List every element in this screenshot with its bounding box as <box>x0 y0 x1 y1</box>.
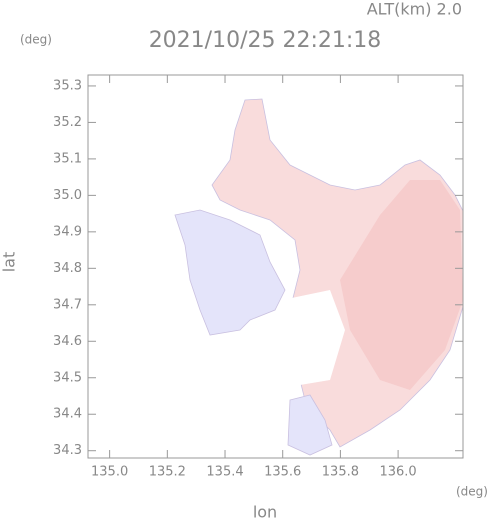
negative-velocity-region <box>174 209 286 336</box>
x-tick-label: 135.6 <box>264 465 301 480</box>
y-tick-label: 34.4 <box>53 407 82 422</box>
y-unit: (deg) <box>20 33 52 47</box>
x-unit: (deg) <box>456 485 488 499</box>
chart-title: 2021/10/25 22:21:18 <box>149 28 382 53</box>
y-tick-label: 34.8 <box>53 261 82 276</box>
near-zero-region <box>282 290 345 385</box>
altitude-label: ALT(km) 2.0 <box>367 0 462 19</box>
x-tick-label: 135.2 <box>149 465 186 480</box>
x-tick-label: 135.4 <box>206 465 243 480</box>
y-tick-label: 34.3 <box>53 443 82 458</box>
y-tick-label: 34.9 <box>53 224 82 239</box>
x-tick-label: 135.0 <box>91 465 128 480</box>
y-tick-label: 35.0 <box>53 188 82 203</box>
y-tick-label: 35.2 <box>53 115 82 130</box>
radar-field <box>174 98 463 456</box>
x-tick-label: 135.8 <box>322 465 359 480</box>
x-axis-label: lon <box>253 503 277 521</box>
negative-velocity-region <box>287 394 333 456</box>
x-tick-label: 136.0 <box>379 465 416 480</box>
plot-frame <box>87 74 464 459</box>
y-tick-label: 35.3 <box>53 78 82 93</box>
strong-positive-region <box>340 180 463 390</box>
y-tick-label: 35.1 <box>53 151 82 166</box>
y-tick-label: 34.6 <box>53 334 82 349</box>
y-tick-label: 34.7 <box>53 297 82 312</box>
y-axis-label: lat <box>0 252 19 273</box>
y-tick-label: 34.5 <box>53 370 82 385</box>
